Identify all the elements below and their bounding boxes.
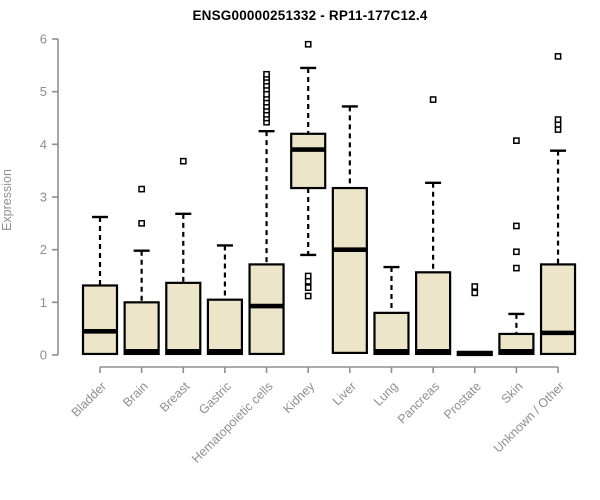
outlier-point [138, 219, 145, 227]
y-tick-label: 0 [40, 348, 47, 363]
outlier-point [179, 157, 187, 165]
iqr-box [539, 263, 577, 356]
outlier-point [304, 292, 312, 300]
x-tick-label-breast: Breast [157, 379, 193, 415]
box-brain [123, 185, 160, 356]
outlier-point [513, 248, 520, 256]
outlier-point [513, 137, 520, 144]
box-liver [331, 105, 368, 354]
x-tick-label-brain: Brain [120, 379, 151, 410]
box-bladder [81, 215, 119, 356]
box-skin [498, 137, 535, 356]
iqr-box [373, 311, 410, 356]
y-tick-label: 2 [40, 242, 47, 257]
iqr-box [290, 132, 327, 190]
outlier-point [554, 53, 562, 60]
box-lung [373, 265, 410, 356]
chart-title: ENSG00000251332 - RP11-177C12.4 [192, 8, 428, 23]
x-tick-label-bladder: Bladder [69, 379, 109, 419]
outlier-point [554, 126, 562, 133]
outlier-point [304, 272, 312, 280]
outlier-point [263, 70, 270, 78]
x-tick-label-lung: Lung [371, 379, 401, 409]
outlier-point [304, 284, 312, 291]
y-axis: 0 1 2 3 4 5 6 [40, 32, 59, 363]
y-tick-label: 5 [40, 84, 47, 99]
x-tick-label-kidney: Kidney [280, 379, 317, 416]
outlier-point [471, 283, 479, 290]
outlier-point [513, 264, 520, 272]
iqr-box [498, 332, 535, 356]
iqr-box [165, 281, 202, 356]
iqr-box [415, 271, 452, 356]
x-tick-label-unknown-other: Unknown / Other [491, 379, 567, 455]
iqr-box [248, 263, 285, 356]
x-tick-label-liver: Liver [330, 379, 359, 408]
outlier-point [263, 90, 270, 98]
y-tick-label: 6 [40, 32, 47, 47]
y-tick-label: 1 [40, 295, 47, 310]
y-tick-label: 3 [40, 190, 47, 205]
box-unknown-other [539, 53, 577, 356]
x-tick-label-gastric: Gastric [196, 379, 234, 417]
box-pancreas [415, 96, 452, 356]
x-tick-label-hematopoietic-cells: Hematopoietic cells [189, 379, 276, 466]
outlier-point [304, 277, 312, 285]
x-tick-label-pancreas: Pancreas [395, 379, 442, 426]
y-tick-label: 4 [40, 137, 47, 152]
box-breast [165, 157, 202, 356]
outlier-point [304, 40, 312, 48]
box-prostate [456, 283, 493, 357]
outlier-point [471, 289, 479, 297]
x-tick-label-skin: Skin [498, 379, 525, 406]
outlier-point [513, 222, 520, 230]
outlier-point [429, 96, 437, 103]
box-gastric [206, 244, 244, 356]
iqr-box [331, 186, 368, 354]
iqr-box [206, 298, 244, 356]
box-hematopoietic-cells [248, 70, 285, 356]
box-kidney [290, 40, 327, 300]
iqr-box [81, 284, 119, 356]
outlier-point [138, 185, 145, 193]
iqr-box [123, 301, 160, 356]
outlier-point [554, 116, 562, 123]
x-tick-label-prostate: Prostate [441, 379, 484, 422]
